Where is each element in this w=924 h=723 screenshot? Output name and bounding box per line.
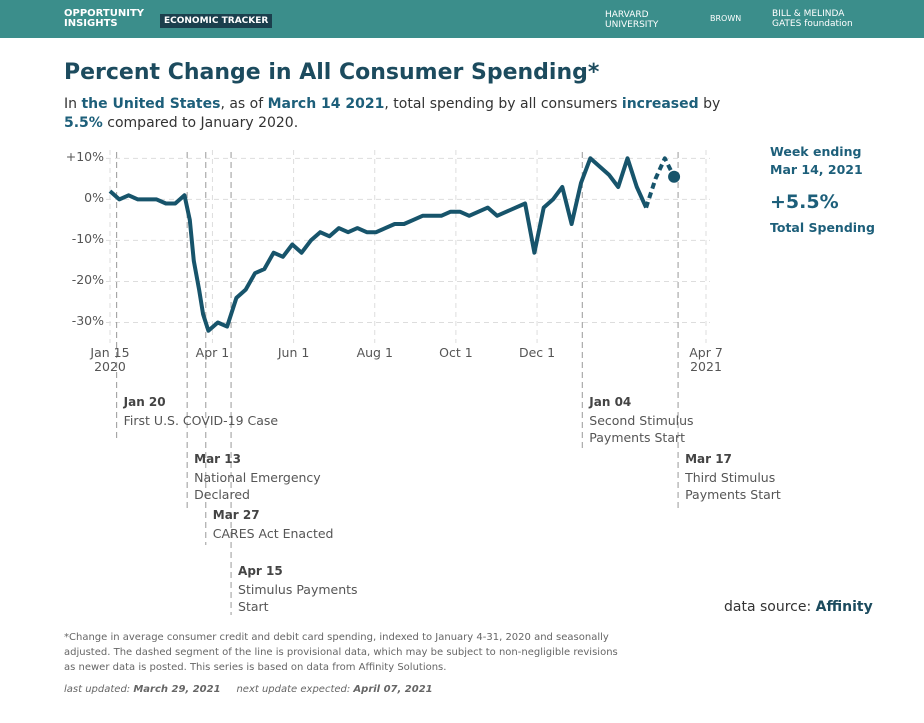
- event-date: Jan 20: [123, 395, 166, 409]
- next-label: next update expected:: [236, 684, 354, 695]
- end-point: [668, 170, 681, 183]
- x-tick-label: Jun 1: [277, 345, 310, 360]
- x-tick-label: Apr 7 2021: [689, 345, 723, 374]
- last-label: last updated:: [64, 684, 134, 695]
- x-tick-label: Oct 1: [439, 345, 473, 360]
- subtitle-part: compared to January 2020.: [102, 115, 299, 131]
- event-label: Second Stimulus Payments Start: [589, 413, 694, 445]
- subtitle-part: , as of: [220, 96, 268, 112]
- tracker-badge: ECONOMIC TRACKER: [160, 14, 273, 28]
- event-date: Jan 04: [589, 395, 632, 409]
- subtitle-part: the United States: [81, 96, 221, 112]
- series-line: [644, 156, 676, 209]
- subtitle: In the United States, as of March 14 202…: [64, 95, 744, 133]
- source: data source: Affinity: [724, 599, 873, 615]
- y-tick-label: +10%: [65, 149, 104, 165]
- summary-label: Total Spending: [770, 220, 875, 235]
- last-date: March 29, 2021: [133, 684, 221, 695]
- subtitle-part: March 14 2021: [267, 96, 385, 112]
- footnote: *Change in average consumer credit and d…: [64, 632, 618, 673]
- y-tick-label: -30%: [71, 313, 104, 329]
- next-date: April 07, 2021: [353, 684, 433, 695]
- summary-week: Week ending Mar 14, 2021: [770, 144, 863, 177]
- y-tick-label: 0%: [84, 190, 104, 206]
- event-date: Mar 27: [212, 508, 260, 522]
- event-label: CARES Act Enacted: [212, 526, 334, 541]
- source-label: data source:: [724, 599, 816, 615]
- logo: OPPORTUNITY INSIGHTS: [64, 8, 145, 29]
- event-label: National Emergency Declared: [194, 470, 321, 502]
- summary-change: +5.5%: [770, 191, 839, 213]
- subtitle-part: In: [64, 96, 82, 112]
- x-tick-label: Dec 1: [518, 345, 556, 360]
- partner-logo: BILL & MELINDA GATES foundation: [772, 9, 853, 29]
- event-label: First U.S. COVID-19 Case: [123, 413, 279, 428]
- series-line: [108, 156, 648, 333]
- event-label: Third Stimulus Payments Start: [685, 470, 781, 502]
- event-date: Apr 15: [238, 564, 283, 578]
- source-name: Affinity: [815, 599, 873, 615]
- subtitle-part: 5.5%: [64, 115, 103, 131]
- x-tick-label: Apr 1: [195, 345, 230, 360]
- event-date: Mar 13: [194, 452, 241, 466]
- subtitle-part: increased: [621, 96, 699, 112]
- header: OPPORTUNITY INSIGHTS ECONOMIC TRACKER HA…: [0, 0, 924, 38]
- subtitle-part: by: [698, 96, 721, 112]
- event-date: Mar 17: [685, 452, 732, 466]
- x-tick-label: Jan 15 2020: [90, 345, 130, 374]
- x-tick-label: Aug 1: [356, 345, 393, 360]
- y-tick-label: -20%: [71, 272, 104, 288]
- chart-title: Percent Change in All Consumer Spending*: [64, 60, 600, 85]
- partner-logo: HARVARD UNIVERSITY: [605, 10, 659, 30]
- y-tick-label: -10%: [71, 231, 104, 247]
- event-label: Stimulus Payments Start: [238, 582, 358, 614]
- update-info: last updated: March 29, 2021 next update…: [64, 684, 433, 695]
- subtitle-part: , total spending by all consumers: [384, 96, 622, 112]
- partner-logo: BROWN: [710, 14, 742, 23]
